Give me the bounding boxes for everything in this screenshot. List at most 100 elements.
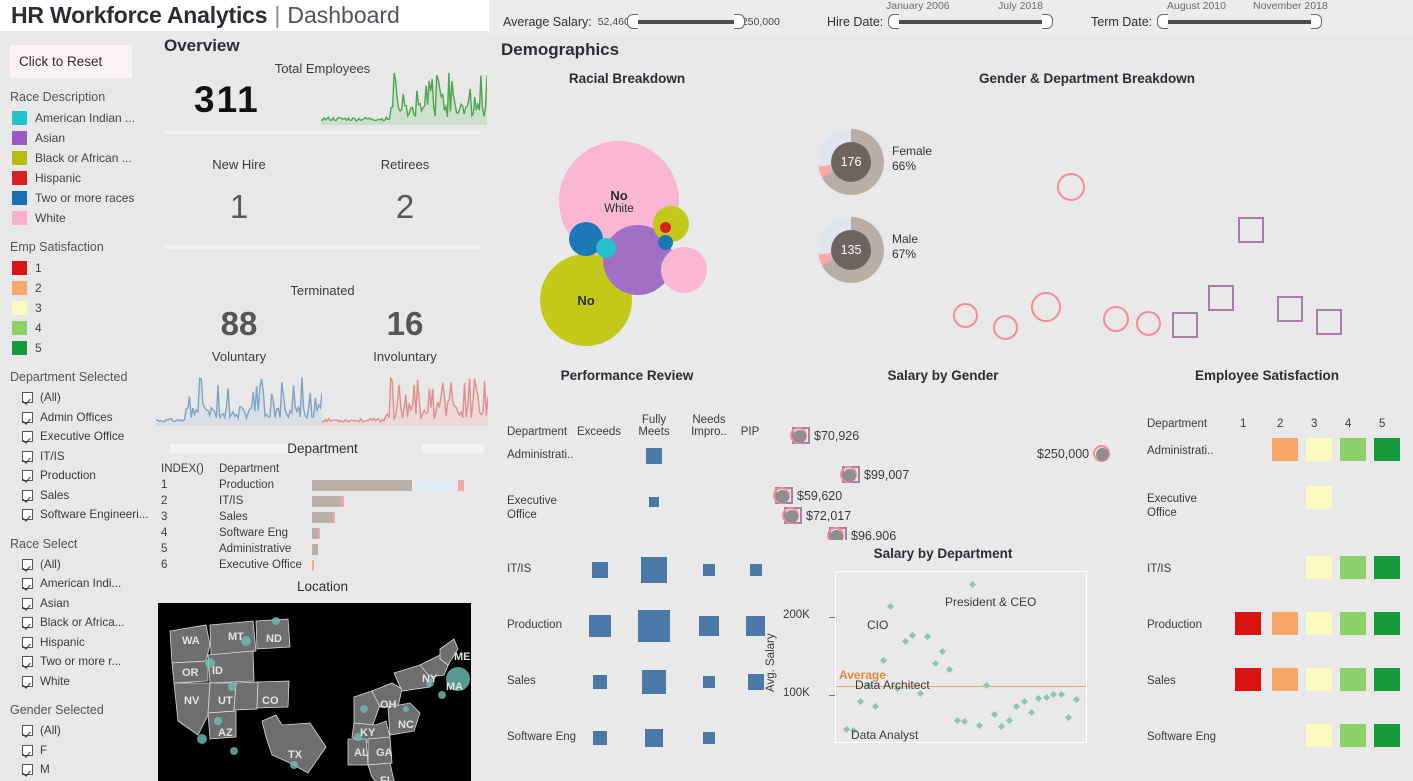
term-date-slider[interactable] [1157, 14, 1323, 29]
department-checkbox-list[interactable]: (All) Admin Offices Executive Office IT/IS P… [10, 388, 156, 525]
salary-gender-point[interactable]: $250,000 [1037, 444, 1115, 464]
racial-bubble[interactable] [658, 235, 673, 250]
salary-scatter-point[interactable] [998, 722, 1006, 731]
salary-scatter-point[interactable] [983, 682, 991, 690]
department-ring-marker[interactable] [953, 303, 978, 328]
checkbox-icon[interactable] [22, 431, 33, 443]
satisfaction-cell[interactable] [1272, 438, 1298, 461]
term-date-knob-left[interactable] [1157, 14, 1169, 29]
gender-donut[interactable]: 176 Female 66% [818, 129, 932, 195]
salary-gender-point[interactable]: $70,926 [790, 426, 859, 446]
checkbox-icon[interactable] [22, 617, 33, 629]
salary-gender-point[interactable]: $72,017 [782, 506, 851, 526]
salary-gender-point[interactable]: $99,007 [840, 465, 909, 485]
department-square-marker[interactable] [1208, 285, 1234, 311]
department-filter-row[interactable]: IT/IS [10, 447, 156, 467]
department-ring-marker[interactable] [1136, 311, 1161, 336]
checkbox-icon[interactable] [22, 725, 33, 737]
map-location-dot[interactable] [360, 705, 368, 713]
department-filter-row[interactable]: Production [10, 466, 156, 486]
salary-scatter-point[interactable] [1072, 695, 1080, 704]
dept-table-row[interactable]: 5 Administrative [156, 541, 489, 557]
performance-cell[interactable] [749, 563, 763, 577]
gender-filter-row[interactable]: (All) [10, 721, 156, 741]
emp-satisfaction-item[interactable]: 5 [10, 338, 156, 358]
satisfaction-cell[interactable] [1374, 724, 1400, 747]
checkbox-icon[interactable] [22, 597, 33, 609]
race-filter-row[interactable]: White [10, 672, 156, 692]
race-description-item[interactable]: Black or African ... [10, 148, 156, 168]
performance-cell[interactable] [592, 562, 608, 578]
checkbox-icon[interactable] [22, 675, 33, 687]
map-location-dot[interactable] [228, 683, 236, 691]
map-location-dot[interactable] [426, 679, 434, 687]
department-filter-row[interactable]: Executive Office [10, 427, 156, 447]
dept-table-row[interactable]: 3 Sales [156, 509, 489, 525]
salary-scatter-point[interactable] [842, 726, 850, 734]
salary-gender-point[interactable]: $96,906 [827, 526, 896, 546]
performance-cell[interactable] [645, 447, 663, 465]
performance-cell[interactable] [702, 563, 716, 577]
location-map[interactable]: WA MT ND OR ID NV UT CO AZ TX OH KY NY MA ME NC AL GA FL [158, 603, 471, 781]
checkbox-icon[interactable] [22, 764, 33, 776]
checkbox-icon[interactable] [22, 392, 33, 404]
salary-scatter-point[interactable] [872, 702, 880, 710]
racial-bubble[interactable] [596, 238, 616, 258]
checkbox-icon[interactable] [22, 450, 33, 462]
checkbox-icon[interactable] [22, 578, 33, 590]
racial-bubble[interactable] [660, 222, 671, 233]
performance-cell[interactable] [642, 670, 666, 694]
performance-cell[interactable] [644, 728, 664, 748]
salary-scatter-point[interactable] [953, 716, 961, 724]
race-filter-row[interactable]: American Indi... [10, 574, 156, 594]
department-filter-row[interactable]: Admin Offices [10, 408, 156, 428]
performance-cell[interactable] [589, 615, 611, 637]
race-filter-row[interactable]: Hispanic [10, 633, 156, 653]
performance-cell[interactable] [641, 557, 667, 583]
map-location-dot[interactable] [290, 761, 298, 769]
salary-scatter-point[interactable] [1027, 709, 1036, 717]
race-description-item[interactable]: Two or more races [10, 188, 156, 208]
department-ring-marker[interactable] [1031, 292, 1061, 322]
performance-cell[interactable] [648, 496, 660, 508]
performance-cell[interactable] [747, 673, 765, 691]
dept-table-row[interactable]: 4 Software Eng [156, 525, 489, 541]
satisfaction-cell[interactable] [1306, 668, 1332, 691]
satisfaction-cell[interactable] [1306, 438, 1332, 461]
average-salary-filter[interactable]: Average Salary: 52,460 250,000 [503, 12, 780, 32]
race-filter-row[interactable]: Black or Africa... [10, 613, 156, 633]
gender-filter-row[interactable]: F [10, 741, 156, 761]
performance-cell[interactable] [746, 616, 766, 636]
satisfaction-cell[interactable] [1374, 668, 1400, 691]
emp-satisfaction-item[interactable]: 2 [10, 278, 156, 298]
average-salary-knob-left[interactable] [626, 14, 638, 29]
checkbox-icon[interactable] [22, 744, 33, 756]
dept-table-row[interactable]: 1 Production [156, 477, 489, 493]
satisfaction-cell[interactable] [1340, 556, 1366, 579]
map-location-dot[interactable] [446, 667, 470, 691]
salary-scatter-point[interactable] [938, 648, 946, 656]
performance-cell[interactable] [593, 731, 607, 745]
checkbox-icon[interactable] [22, 656, 33, 668]
race-description-item[interactable]: Hispanic [10, 168, 156, 188]
gender-checkbox-list[interactable]: (All) F M [10, 721, 156, 780]
checkbox-icon[interactable] [22, 636, 33, 648]
satisfaction-cell[interactable] [1306, 612, 1332, 635]
map-location-dot[interactable] [205, 658, 215, 668]
map-location-dot[interactable] [403, 706, 409, 712]
satisfaction-cell[interactable] [1235, 668, 1261, 691]
salary-scatter-point[interactable] [976, 721, 984, 729]
salary-scatter-point[interactable] [857, 698, 865, 706]
map-location-dot[interactable] [230, 747, 238, 755]
race-filter-row[interactable]: Two or more r... [10, 652, 156, 672]
department-ring-marker[interactable] [993, 315, 1018, 340]
race-filter-row[interactable]: Asian [10, 594, 156, 614]
hire-date-track[interactable] [893, 20, 1049, 24]
salary-scatter-point[interactable] [901, 637, 909, 646]
race-filter-row[interactable]: (All) [10, 555, 156, 575]
map-location-dot[interactable] [354, 733, 362, 741]
satisfaction-cell[interactable] [1306, 556, 1332, 579]
satisfaction-cell[interactable] [1306, 724, 1332, 747]
map-location-dot[interactable] [214, 717, 222, 725]
department-square-marker[interactable] [1238, 217, 1264, 243]
